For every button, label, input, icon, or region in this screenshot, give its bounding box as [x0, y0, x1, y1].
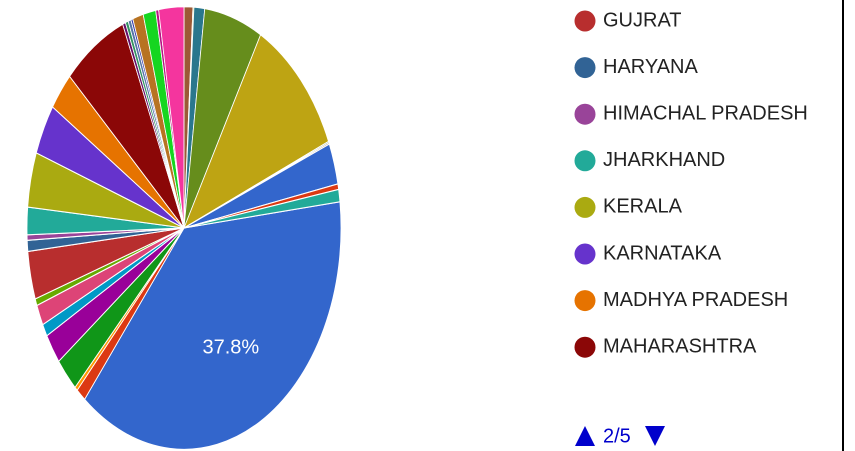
legend-prev[interactable]	[575, 426, 595, 446]
legend-swatch	[574, 290, 596, 312]
legend-swatch	[574, 150, 596, 172]
pie-slice	[183, 188, 341, 229]
legend-next[interactable]	[645, 426, 665, 446]
legend-swatch	[574, 336, 596, 358]
legend-swatch	[574, 57, 596, 79]
legend-label: JHARKHAND	[603, 149, 725, 171]
legend-label: GUJRAT	[603, 9, 682, 31]
legend-swatch	[574, 10, 596, 32]
legend-label: MAHARASHTRA	[603, 335, 757, 357]
legend: GUJRAT HARYANA HIMACHAL PRADESH JHARKHAND KE…	[574, 9, 808, 358]
legend-swatch	[574, 103, 596, 125]
legend-label: MADHYA PRADESH	[603, 289, 788, 311]
legend-label: KERALA	[603, 196, 683, 218]
legend-label: KARNATAKA	[603, 242, 722, 264]
legend-label: HARYANA	[603, 56, 699, 78]
pie-slice	[183, 33, 330, 230]
pie	[26, 6, 342, 450]
pie-slice	[84, 201, 342, 450]
legend-page: 2/5	[603, 425, 631, 447]
legend-label: HIMACHAL PRADESH	[603, 102, 808, 124]
legend-swatch	[574, 243, 596, 265]
slice-label: 37.8%	[202, 337, 259, 359]
legend-swatch	[574, 196, 596, 218]
